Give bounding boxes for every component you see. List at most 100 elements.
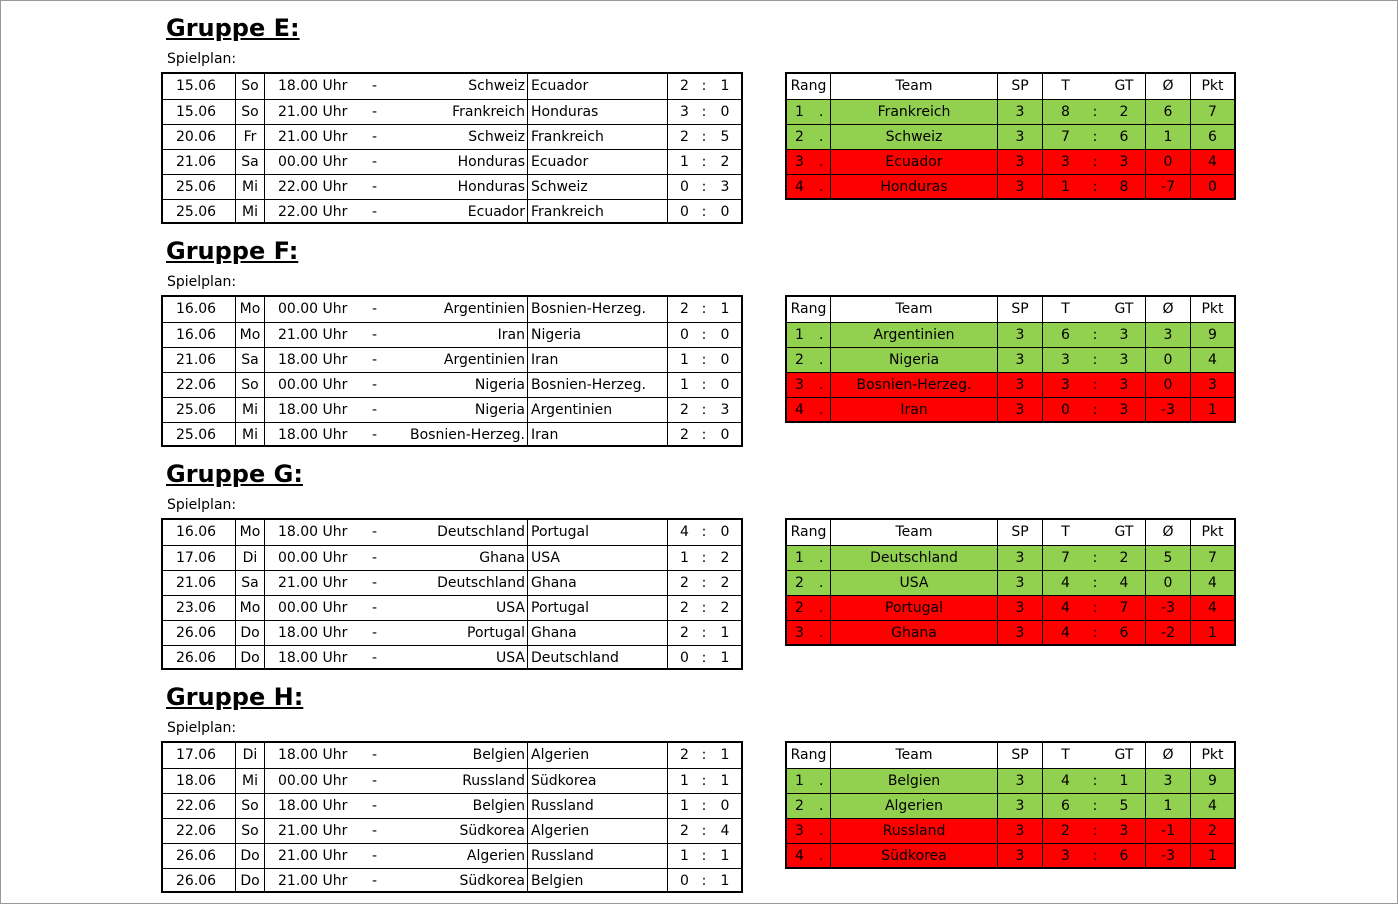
match-row: 22.06 So 00.00 Uhr - Nigeria Bosnien-Herzeg. 1… — [163, 372, 741, 397]
score-home: 2 — [667, 423, 701, 447]
match-row: 20.06 Fr 21.00 Uhr - Schweiz Frankreich 2:5 — [163, 124, 741, 149]
time: 18.00 Uhr — [264, 743, 374, 768]
score-colon: : — [701, 352, 707, 368]
group-title: Gruppe G: — [166, 460, 303, 488]
time: 21.00 Uhr — [264, 100, 374, 124]
score-away: 4 — [720, 823, 730, 839]
standings-header: Rang Team SP T GT Ø Pkt — [787, 520, 1234, 545]
home-team: Iran — [497, 327, 525, 343]
played: 3 — [997, 819, 1042, 843]
date: 21.06 — [176, 352, 217, 368]
day: Di — [235, 743, 264, 768]
header-cell: GT — [1114, 524, 1134, 540]
goal-diff: -7 — [1145, 175, 1190, 198]
score-colon: : — [701, 301, 707, 317]
points: 1 — [1190, 398, 1234, 421]
standings-table: Rang Team SP T GT Ø Pkt 1. Argentinien 3 6:3 3 9 2. Ni… — [785, 295, 1236, 423]
rank: 3 — [795, 625, 804, 641]
date: 25.06 — [176, 427, 217, 443]
header-cell: SP — [997, 74, 1042, 99]
team: Iran — [830, 398, 997, 421]
day: So — [235, 74, 264, 99]
rank: 1 — [795, 773, 804, 789]
goals-colon: : — [1092, 823, 1098, 839]
score-colon: : — [701, 550, 707, 566]
match-row: 22.06 So 21.00 Uhr - Südkorea Algerien 2:4 — [163, 818, 741, 843]
score-colon: : — [701, 650, 707, 666]
time: 18.00 Uhr — [264, 621, 374, 645]
score-colon: : — [701, 625, 707, 641]
points: 4 — [1190, 794, 1234, 818]
goals-colon: : — [1092, 327, 1098, 343]
goals-colon: : — [1092, 352, 1098, 368]
day: Mo — [235, 596, 264, 620]
separator: - — [372, 129, 378, 145]
played: 3 — [997, 373, 1042, 397]
goals-against: 3 — [1119, 154, 1129, 170]
goals-colon: : — [1092, 104, 1098, 120]
points: 4 — [1190, 596, 1234, 620]
match-row: 25.06 Mi 18.00 Uhr - Bosnien-Herzeg. Iran 2:0 — [163, 422, 741, 447]
time: 21.00 Uhr — [264, 323, 374, 347]
away-team: Iran — [527, 423, 667, 447]
day: Do — [235, 844, 264, 868]
match-row: 17.06 Di 00.00 Uhr - Ghana USA 1:2 — [163, 545, 741, 570]
goals-for: 4 — [1042, 571, 1088, 595]
match-row: 25.06 Mi 18.00 Uhr - Nigeria Argentinien 2:3 — [163, 397, 741, 422]
standings-table: Rang Team SP T GT Ø Pkt 1. Frankreich 3 8:2 6 7 2. Sch… — [785, 72, 1236, 200]
goals-for: 8 — [1042, 100, 1088, 124]
group-subtitle: Spielplan: — [167, 274, 237, 290]
header-cell: T — [1042, 297, 1088, 322]
goals-against: 4 — [1119, 575, 1129, 591]
away-team: Bosnien-Herzeg. — [527, 297, 667, 322]
score-colon: : — [701, 204, 707, 220]
goals-against: 6 — [1119, 625, 1129, 641]
header-cell: GT — [1114, 78, 1134, 94]
away-team: Ecuador — [527, 74, 667, 99]
played: 3 — [997, 348, 1042, 372]
day: Sa — [235, 150, 264, 174]
home-team: Belgien — [472, 747, 525, 763]
rank: 3 — [795, 154, 804, 170]
score-home: 1 — [667, 794, 701, 818]
home-team: Schweiz — [468, 129, 525, 145]
played: 3 — [997, 596, 1042, 620]
away-team: Schweiz — [527, 175, 667, 199]
score-colon: : — [701, 823, 707, 839]
date: 23.06 — [176, 600, 217, 616]
separator: - — [372, 823, 378, 839]
date: 25.06 — [176, 179, 217, 195]
match-table: 16.06 Mo 18.00 Uhr - Deutschland Portugal 4:0 1… — [161, 518, 743, 670]
group-title: Gruppe F: — [166, 237, 299, 265]
separator: - — [372, 524, 378, 540]
day: Di — [235, 546, 264, 570]
standings-row: 2. Algerien 3 6: 5 1 4 — [787, 793, 1234, 818]
goals-against: 2 — [1119, 550, 1129, 566]
score-colon: : — [701, 179, 707, 195]
goals-for: 7 — [1042, 546, 1088, 570]
match-table: 15.06 So 18.00 Uhr - Schweiz Ecuador 2:1 15.06 S… — [161, 72, 743, 224]
separator: - — [372, 427, 378, 443]
rank-dot: . — [819, 575, 824, 591]
day: So — [235, 373, 264, 397]
standings-row: 2. Nigeria 3 3:3 0 4 — [787, 347, 1234, 372]
day: Do — [235, 869, 264, 893]
played: 3 — [997, 175, 1042, 198]
score-away: 0 — [720, 104, 730, 120]
header-cell: Ø — [1145, 74, 1190, 99]
match-row: 21.06 Sa 00.00 Uhr - Honduras Ecuador 1:2 — [163, 149, 741, 174]
date: 18.06 — [176, 773, 217, 789]
away-team: Algerien — [527, 819, 667, 843]
score-home: 0 — [667, 175, 701, 199]
home-team: Südkorea — [459, 823, 525, 839]
match-row: 26.06 Do 21.00 Uhr - Algerien Russland 1:1 — [163, 843, 741, 868]
goals-colon: : — [1092, 154, 1098, 170]
rank: 2 — [795, 575, 804, 591]
date: 17.06 — [176, 747, 217, 763]
rank-dot: . — [819, 848, 824, 864]
day: Mi — [235, 398, 264, 422]
team: Frankreich — [830, 100, 997, 124]
header-cell: SP — [997, 297, 1042, 322]
separator: - — [372, 154, 378, 170]
score-home: 2 — [667, 398, 701, 422]
